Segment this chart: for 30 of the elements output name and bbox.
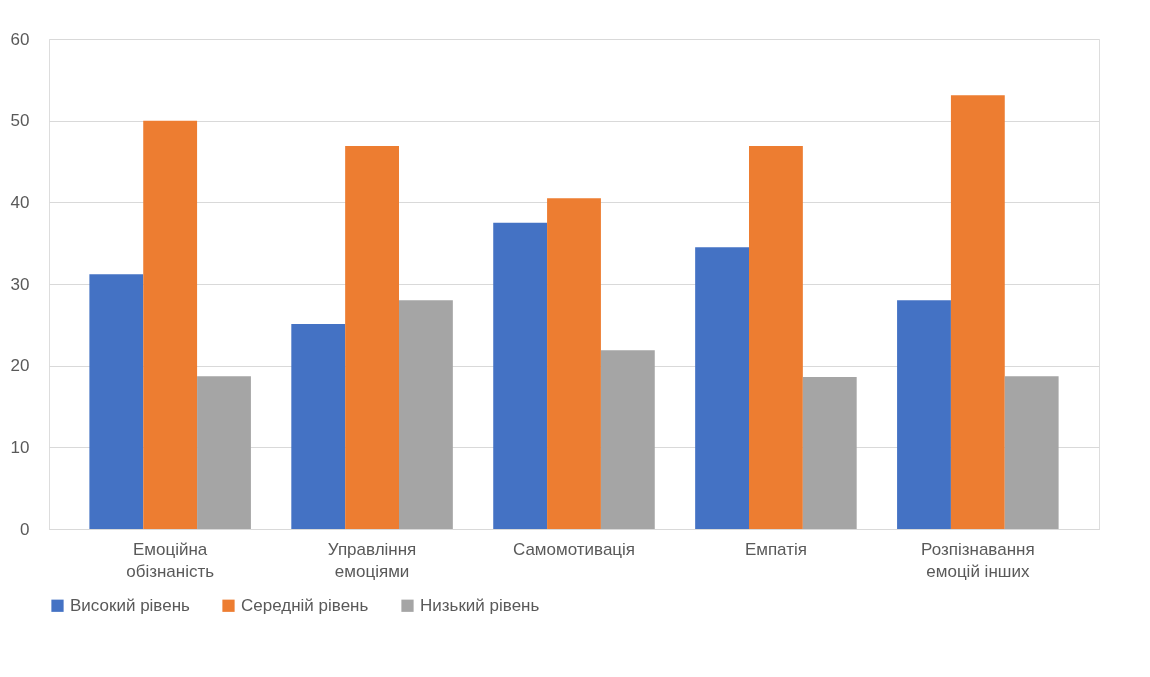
y-tick-label: 10 xyxy=(10,437,30,457)
bar xyxy=(547,198,601,529)
legend-label: Низький рівень xyxy=(420,595,540,615)
y-tick-label: 20 xyxy=(10,356,30,376)
bar xyxy=(600,350,655,529)
bar xyxy=(143,120,198,529)
x-tick-label: Емоційна обізнаність xyxy=(126,539,215,581)
bar xyxy=(399,300,453,529)
bar xyxy=(950,95,1005,529)
y-tick-label: 0 xyxy=(20,519,30,539)
legend-label: Високий рівень xyxy=(70,595,191,615)
bar xyxy=(695,247,749,529)
y-tick-label: 50 xyxy=(10,111,30,131)
x-tick-label: Розпізнавання емоцій інших xyxy=(921,539,1035,581)
bar xyxy=(749,145,803,529)
bar xyxy=(493,222,548,529)
bar xyxy=(802,377,857,529)
bar xyxy=(197,376,251,529)
y-tick-label: 60 xyxy=(10,29,30,49)
x-tick-label: Самомотивація xyxy=(512,539,636,559)
bar xyxy=(1004,376,1059,529)
legend-label: Середній рівень xyxy=(241,595,369,615)
bar xyxy=(345,145,399,529)
y-tick-label: 40 xyxy=(10,192,30,212)
x-tick-label: Емпатія xyxy=(744,539,807,559)
y-tick-label: 30 xyxy=(10,274,30,294)
bar xyxy=(89,274,144,529)
bar xyxy=(291,324,346,529)
x-tick-label: Управління емоціями xyxy=(327,539,417,581)
bar xyxy=(897,300,951,529)
